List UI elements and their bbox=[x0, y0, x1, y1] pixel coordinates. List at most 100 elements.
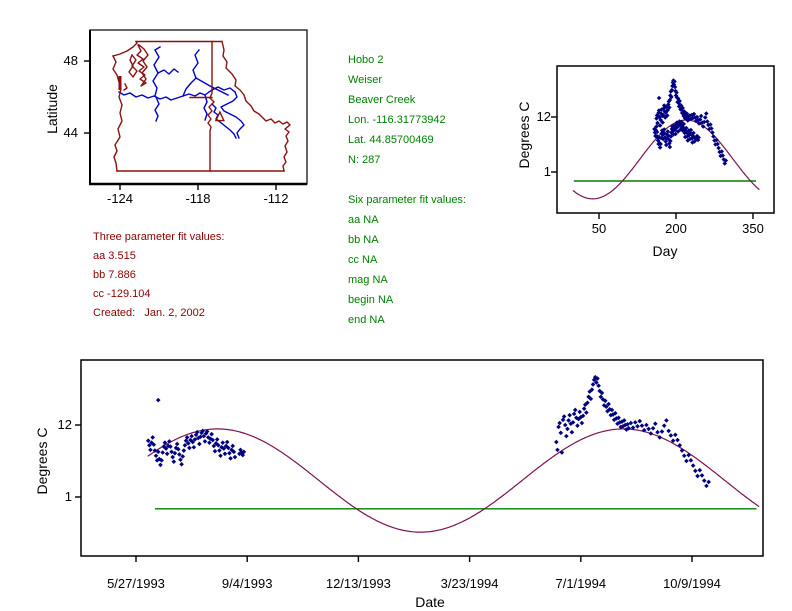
date-data-point bbox=[238, 447, 243, 453]
day-data-point bbox=[674, 90, 679, 95]
date-data-point bbox=[239, 450, 244, 455]
date-data-point bbox=[693, 468, 698, 474]
date-data-point bbox=[213, 441, 219, 446]
date-data-point bbox=[579, 420, 585, 426]
date-data-point bbox=[155, 397, 161, 403]
day-data-point bbox=[660, 136, 666, 142]
date-data-point bbox=[615, 421, 620, 426]
date-data-point bbox=[173, 445, 179, 451]
day-data-point bbox=[716, 145, 721, 151]
date-data-point bbox=[165, 443, 171, 449]
date-data-point bbox=[684, 458, 689, 464]
date-data-point bbox=[632, 420, 638, 425]
day-data-point bbox=[677, 98, 682, 104]
date-data-point bbox=[210, 437, 216, 443]
date-data-point bbox=[646, 426, 651, 432]
date-data-point bbox=[655, 429, 660, 435]
day-data-point bbox=[673, 131, 678, 137]
site-info-line: Weiser bbox=[348, 74, 383, 86]
date-data-point bbox=[677, 442, 683, 448]
date-data-point bbox=[159, 458, 164, 463]
date-data-point bbox=[217, 448, 222, 453]
state-border-line bbox=[136, 44, 149, 87]
date-data-point bbox=[598, 394, 604, 400]
date-data-point bbox=[192, 437, 198, 442]
date-data-point bbox=[145, 438, 151, 444]
date-data-point bbox=[590, 382, 596, 387]
day-data-point bbox=[669, 94, 674, 100]
date-data-point bbox=[668, 433, 674, 438]
date-data-point bbox=[237, 451, 242, 457]
date-data-point bbox=[169, 449, 174, 455]
site-info-line: Beaver Creek bbox=[348, 94, 416, 106]
map-x-tick-label: -124 bbox=[106, 191, 134, 206]
day-x-tick-label: 350 bbox=[742, 221, 764, 236]
day-data-point bbox=[666, 133, 671, 138]
date-data-point bbox=[585, 400, 590, 406]
date-data-point bbox=[177, 452, 182, 457]
date-data-point bbox=[163, 446, 169, 451]
date-data-point bbox=[697, 467, 703, 473]
date-data-point bbox=[650, 425, 656, 431]
site-marker-triangle bbox=[214, 110, 225, 122]
day-data-point bbox=[663, 139, 669, 144]
date-data-point bbox=[225, 445, 231, 451]
site-info-line: Hobo 2 bbox=[348, 54, 384, 66]
date-data-point bbox=[158, 462, 163, 468]
date-data-point bbox=[609, 407, 615, 413]
day-data-point bbox=[661, 127, 667, 132]
date-data-point bbox=[205, 435, 211, 440]
date-data-point bbox=[572, 407, 578, 413]
date-data-point bbox=[231, 449, 237, 455]
date-data-point bbox=[153, 453, 159, 459]
day-data-point bbox=[719, 149, 724, 154]
date-data-point bbox=[673, 432, 678, 438]
date-data-point bbox=[559, 450, 565, 455]
date-data-point bbox=[595, 376, 600, 381]
date-data-point bbox=[616, 415, 621, 421]
map-y-tick-label: 48 bbox=[63, 53, 78, 68]
date-data-point bbox=[599, 390, 605, 396]
date-data-point bbox=[661, 423, 667, 428]
date-data-point bbox=[699, 473, 705, 478]
date-data-point bbox=[221, 446, 227, 451]
day-data-point bbox=[663, 110, 669, 115]
state-border-line bbox=[221, 40, 291, 172]
day-data-point bbox=[700, 124, 706, 129]
day-data-point bbox=[702, 115, 708, 120]
site-info-line: Lon. -116.31773942 bbox=[348, 114, 446, 126]
date-data-point bbox=[706, 479, 711, 485]
state-border-line bbox=[112, 40, 138, 57]
date-data-point bbox=[664, 418, 669, 423]
date-data-point bbox=[180, 454, 186, 459]
day-data-point bbox=[712, 138, 717, 143]
date-data-point bbox=[174, 441, 180, 447]
date-data-point bbox=[167, 439, 172, 444]
site-info-line: begin NA bbox=[348, 294, 394, 306]
day-data-point bbox=[710, 130, 715, 135]
day-plot-y-axis-title: Degrees C bbox=[516, 101, 532, 169]
river-line bbox=[182, 49, 200, 97]
date-data-point bbox=[701, 478, 707, 483]
day-data-point bbox=[667, 144, 673, 150]
date-data-point bbox=[688, 458, 694, 463]
date-data-point bbox=[704, 483, 709, 489]
date-data-point bbox=[202, 439, 208, 444]
fit-info-line: Created: Jan. 2, 2002 bbox=[93, 307, 205, 319]
state-border-line bbox=[128, 54, 138, 78]
date-data-point bbox=[155, 449, 161, 455]
day-data-point bbox=[701, 119, 707, 125]
day-data-point bbox=[709, 126, 714, 131]
day-data-point bbox=[672, 79, 677, 84]
site-info-line: end NA bbox=[348, 314, 385, 326]
date-data-point bbox=[580, 413, 586, 419]
day-data-point bbox=[678, 103, 684, 108]
date-data-point bbox=[150, 435, 155, 440]
date-data-point bbox=[630, 425, 636, 430]
date-data-point bbox=[567, 412, 572, 418]
day-data-point bbox=[681, 121, 686, 127]
date-data-point bbox=[190, 439, 196, 445]
date-data-point bbox=[557, 420, 562, 426]
date-data-point bbox=[160, 450, 165, 455]
